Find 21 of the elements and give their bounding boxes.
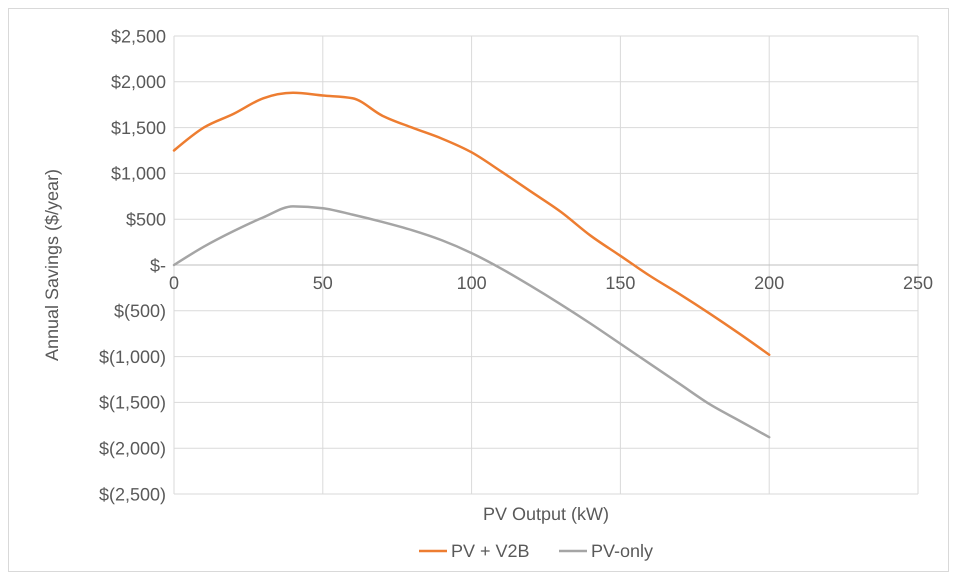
x-tick-label: 0	[168, 273, 180, 293]
y-tick-label: $(2,000)	[98, 438, 166, 458]
y-tick-label: $1,500	[110, 118, 166, 138]
y-axis-title: Annual Savings ($/year)	[42, 168, 62, 362]
legend-label: PV-only	[591, 541, 654, 561]
y-tick-label: $(1,000)	[98, 346, 166, 367]
y-tick-label: $1,000	[110, 164, 166, 184]
y-tick-label: $(2,500)	[98, 484, 166, 504]
y-tick-label: $2,000	[110, 72, 166, 92]
x-tick-label: 100	[456, 273, 487, 293]
y-tick-label: $500	[126, 210, 166, 230]
y-tick-label: $(1,500)	[98, 392, 166, 413]
y-tick-label: $-	[150, 255, 166, 276]
x-axis-title: PV Output (kW)	[482, 504, 610, 524]
x-tick-label: 200	[754, 273, 784, 293]
x-tick-label: 250	[902, 273, 934, 293]
legend-label: PV + V2B	[451, 541, 530, 561]
x-tick-label: 50	[312, 273, 333, 293]
y-tick-label: $2,500	[110, 26, 166, 46]
y-tick-label: $(500)	[114, 301, 166, 322]
x-tick-label: 150	[605, 273, 636, 293]
